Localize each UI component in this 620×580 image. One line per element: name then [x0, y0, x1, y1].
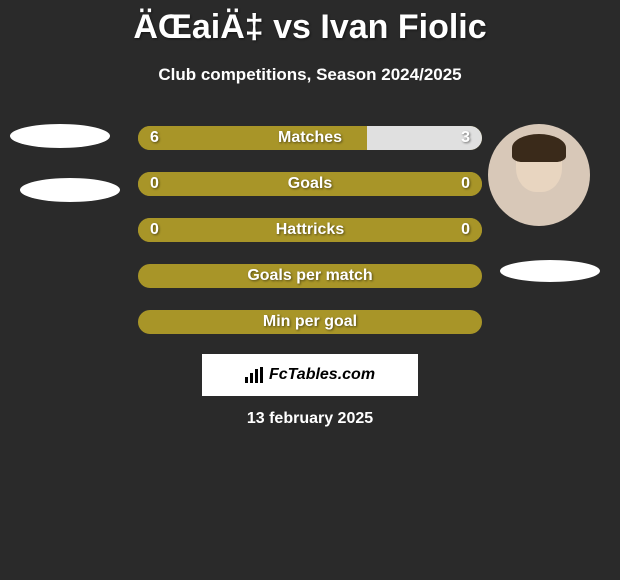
player-right-avatar: [488, 124, 590, 226]
bar-matches-right-val: 3: [461, 126, 470, 150]
bar-chart-icon: [245, 367, 265, 383]
player-right-ellipse: [500, 260, 600, 282]
bar-min-per-goal: Min per goal: [138, 310, 482, 334]
page-title: ÄŒaiÄ‡ vs Ivan Fiolic: [0, 0, 620, 47]
bar-matches-label: Matches: [138, 126, 482, 150]
page-subtitle: Club competitions, Season 2024/2025: [0, 65, 620, 85]
bar-goals-right-val: 0: [461, 172, 470, 196]
date-label: 13 february 2025: [0, 410, 620, 428]
comparison-bars: 6 Matches 3 0 Goals 0 0 Hattricks 0 Goal…: [138, 126, 482, 356]
bar-goals: 0 Goals 0: [138, 172, 482, 196]
bar-min-per-goal-label: Min per goal: [140, 312, 480, 332]
bar-matches: 6 Matches 3: [138, 126, 482, 150]
fctables-logo-text: FcTables.com: [269, 366, 375, 384]
bar-hattricks-label: Hattricks: [138, 218, 482, 242]
bar-hattricks: 0 Hattricks 0: [138, 218, 482, 242]
fctables-logo[interactable]: FcTables.com: [202, 354, 418, 396]
bar-goals-per-match-label: Goals per match: [140, 266, 480, 286]
player-left-ellipse-1: [10, 124, 110, 148]
bar-goals-label: Goals: [138, 172, 482, 196]
player-left-ellipse-2: [20, 178, 120, 202]
bar-hattricks-right-val: 0: [461, 218, 470, 242]
bar-goals-per-match: Goals per match: [138, 264, 482, 288]
